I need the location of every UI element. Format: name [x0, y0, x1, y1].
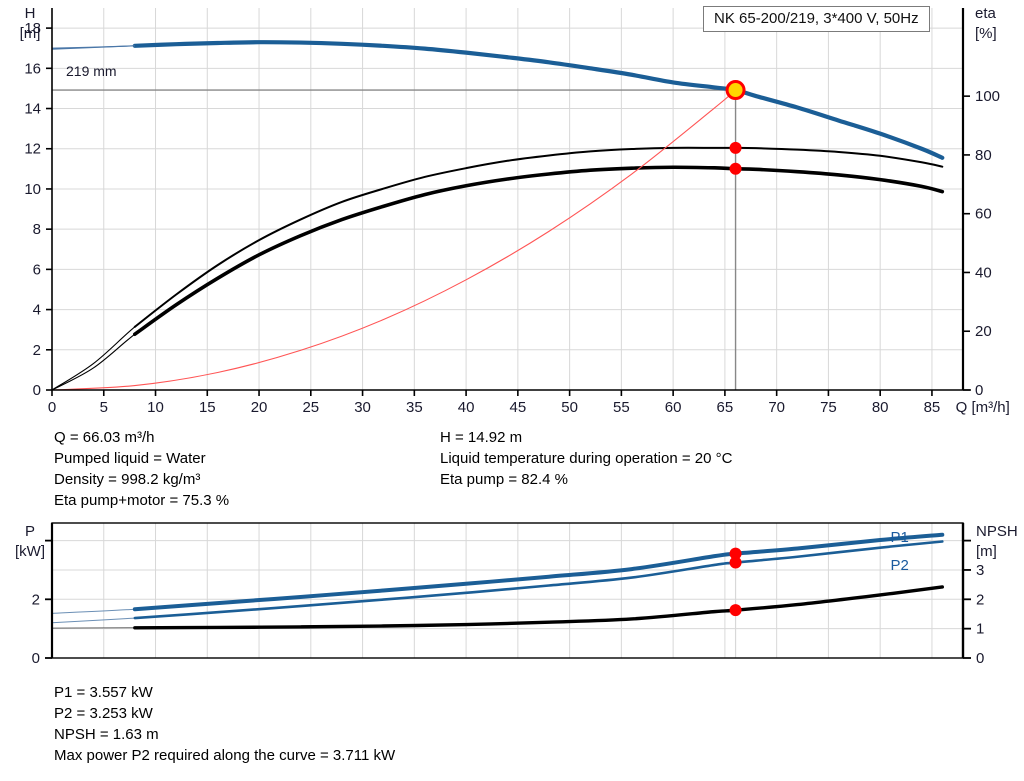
- bottom-y-left-axis-title: P: [25, 523, 35, 540]
- duty-point-marker[interactable]: [725, 80, 746, 101]
- top-x-tick-label: 25: [302, 399, 319, 416]
- top-left-tick-label: 0: [33, 382, 41, 399]
- top-x-tick-label: 15: [199, 399, 216, 416]
- bottom-right-tick-label: 0: [976, 650, 984, 667]
- top-x-tick-label: 0: [48, 399, 56, 416]
- top-y-right-axis-unit: [%]: [975, 25, 997, 42]
- info-left-block: Q = 66.03 m³/h Pumped liquid = Water Den…: [54, 427, 229, 511]
- bottom-left-tick-label: 0: [32, 650, 40, 667]
- eta-pump-curve: [133, 146, 944, 328]
- pump-model-title: NK 65-200/219, 3*400 V, 50Hz: [714, 10, 919, 27]
- info-bottom-line-1: P2 = 3.253 kW: [54, 705, 153, 722]
- top-left-tick-label: 10: [24, 181, 41, 198]
- top-x-tick-label: 75: [820, 399, 837, 416]
- pump-model-title-box: NK 65-200/219, 3*400 V, 50Hz: [703, 6, 930, 33]
- bottom-plot-border: [51, 522, 964, 659]
- top-right-tick-label: 100: [975, 88, 1000, 105]
- top-left-tick-label: 4: [33, 302, 41, 319]
- p1-series-label: P1: [891, 529, 909, 546]
- duty-point-npsh-dot[interactable]: [729, 604, 742, 617]
- power-npsh-chart: 0 2 0 1 2 3 P [kW] NPSH [m] P1 P2: [15, 522, 1018, 667]
- info-bottom-line-0: P1 = 3.557 kW: [54, 684, 153, 701]
- duty-point-eta-pump-motor-dot[interactable]: [729, 162, 742, 175]
- info-left-line-1: Pumped liquid = Water: [54, 450, 206, 467]
- info-left-line-2: Density = 998.2 kg/m³: [54, 471, 201, 488]
- top-x-tick-label: 60: [665, 399, 682, 416]
- top-left-tick-label: 6: [33, 261, 41, 278]
- top-right-tick-label: 0: [975, 382, 983, 399]
- info-left-line-3: Eta pump+motor = 75.3 %: [54, 492, 230, 509]
- top-x-tick-label: 85: [924, 399, 941, 416]
- duty-point-eta-pump-dot[interactable]: [729, 141, 742, 154]
- duty-point-p1-dot[interactable]: [729, 547, 742, 560]
- eta-pump-motor-curve-extension: [51, 166, 943, 391]
- info-left-line-0: Q = 66.03 m³/h: [54, 429, 155, 446]
- top-y-left-axis-title: H: [25, 5, 36, 22]
- top-x-tick-label: 55: [613, 399, 630, 416]
- top-plot-group: 0 2 4 6 8 10 12 14 16 18 0 20 40 60 80 100 0 5 10 15 20 25 30 3…: [20, 5, 1010, 416]
- top-y-left-axis-unit: [m]: [20, 25, 41, 42]
- info-bottom-block: P1 = 3.557 kW P2 = 3.253 kW NPSH = 1.63 …: [54, 682, 395, 766]
- top-x-tick-label: 65: [717, 399, 734, 416]
- p1-curve: [132, 532, 945, 612]
- npsh-curve: [133, 585, 944, 630]
- top-x-tick-label: 50: [561, 399, 578, 416]
- bottom-left-tick-label: 2: [32, 591, 40, 608]
- system-curve: [51, 89, 736, 391]
- bottom-y-left-axis-unit: [kW]: [15, 543, 45, 560]
- duty-point-p2-dot[interactable]: [729, 556, 742, 569]
- bottom-right-tick-label: 3: [976, 562, 984, 579]
- top-left-tick-label: 8: [33, 221, 41, 238]
- top-right-tick-label: 40: [975, 264, 992, 281]
- top-x-tick-label: 70: [768, 399, 785, 416]
- info-right-line-1: Liquid temperature during operation = 20…: [440, 450, 733, 467]
- top-x-tick-label: 10: [147, 399, 164, 416]
- info-right-block: H = 14.92 m Liquid temperature during op…: [440, 427, 732, 490]
- top-x-tick-label: 45: [510, 399, 527, 416]
- top-right-tick-label: 80: [975, 147, 992, 164]
- info-bottom-line-2: NPSH = 1.63 m: [54, 726, 159, 743]
- eta-pump-motor-curve: [133, 165, 945, 336]
- info-right-line-0: H = 14.92 m: [440, 429, 523, 446]
- top-x-axis-title: Q [m³/h]: [956, 399, 1010, 416]
- bottom-y-right-axis-unit: [m]: [976, 543, 997, 560]
- top-left-tick-label: 14: [24, 101, 41, 118]
- top-x-tick-label: 35: [406, 399, 423, 416]
- top-right-tick-label: 20: [975, 323, 992, 340]
- top-x-tick-label: 30: [354, 399, 371, 416]
- bottom-right-tick-label: 1: [976, 621, 984, 638]
- bottom-plot-group: 0 2 0 1 2 3 P [kW] NPSH [m] P1 P2: [15, 522, 1018, 667]
- top-x-tick-label: 5: [100, 399, 108, 416]
- p2-curve: [133, 540, 944, 620]
- head-curve-thin-extension: [51, 41, 943, 159]
- top-x-tick-label: 40: [458, 399, 475, 416]
- top-right-tick-label: 60: [975, 206, 992, 223]
- top-left-tick-label: 18: [24, 20, 41, 37]
- head-curve: [132, 40, 945, 160]
- top-left-tick-label: 12: [24, 141, 41, 158]
- top-left-tick-label: 2: [33, 342, 41, 359]
- info-bottom-line-3: Max power P2 required along the curve = …: [54, 747, 396, 764]
- npsh-curve-extension: [51, 586, 943, 629]
- top-left-tick-label: 16: [24, 60, 41, 77]
- bottom-y-right-axis-title: NPSH: [976, 523, 1018, 540]
- impeller-leader-line: [51, 45, 135, 50]
- top-y-right-axis-title: eta: [975, 5, 997, 22]
- top-x-tick-label: 80: [872, 399, 889, 416]
- bottom-right-tick-label: 2: [976, 591, 984, 608]
- info-right-line-2: Eta pump = 82.4 %: [440, 471, 568, 488]
- impeller-diameter-label: 219 mm: [66, 63, 117, 79]
- p2-series-label: P2: [891, 557, 909, 574]
- head-efficiency-chart: 0 2 4 6 8 10 12 14 16 18 0 20 40 60 80 100 0 5 10 15 20 25 30 3…: [20, 5, 1010, 416]
- top-x-tick-label: 20: [251, 399, 268, 416]
